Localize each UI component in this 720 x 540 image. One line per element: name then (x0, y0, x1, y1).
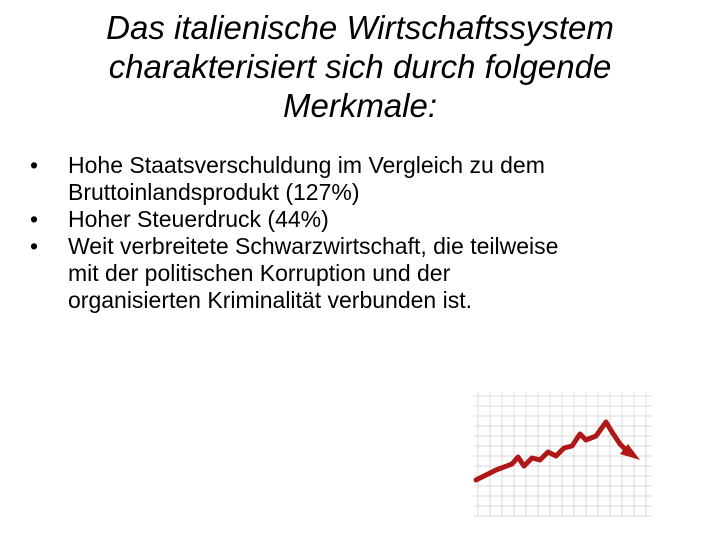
bullet-text-line: Weit verbreitete Schwarzwirtschaft, die … (68, 233, 559, 259)
bullet-item-debt: • Hohe Staatsverschuldung im Vergleich z… (30, 152, 690, 206)
slide-title-line: Merkmale: (282, 87, 438, 124)
bullet-text-line: Bruttoinlandsprodukt (127%) (68, 179, 360, 205)
slide-title-line: Das italienische Wirtschaftssystem (106, 9, 614, 46)
bullet-item-tax: • Hoher Steuerdruck (44%) (30, 206, 690, 233)
bullet-dot: • (30, 206, 39, 232)
bullet-dot: • (30, 233, 39, 259)
bullet-text-line: mit der politischen Korruption und der (68, 260, 451, 286)
slide-title-line: charakterisiert sich durch folgende (108, 48, 612, 85)
slide-title: Das italienische Wirtschaftssystem chara… (40, 8, 680, 125)
declining-line-chart-icon (468, 388, 658, 520)
chart-arrow-head (620, 444, 640, 460)
bullet-dot: • (30, 152, 39, 178)
bullet-item-shadow-economy: • Weit verbreitete Schwarzwirtschaft, di… (30, 233, 690, 314)
bullet-list: • Hohe Staatsverschuldung im Vergleich z… (30, 152, 690, 314)
bullet-text-line: Hoher Steuerdruck (44%) (68, 206, 329, 232)
bullet-text-line: organisierten Kriminalität verbunden ist… (68, 287, 472, 313)
chart-trend-line (473, 419, 631, 483)
bullet-text-line: Hohe Staatsverschuldung im Vergleich zu … (68, 152, 545, 178)
